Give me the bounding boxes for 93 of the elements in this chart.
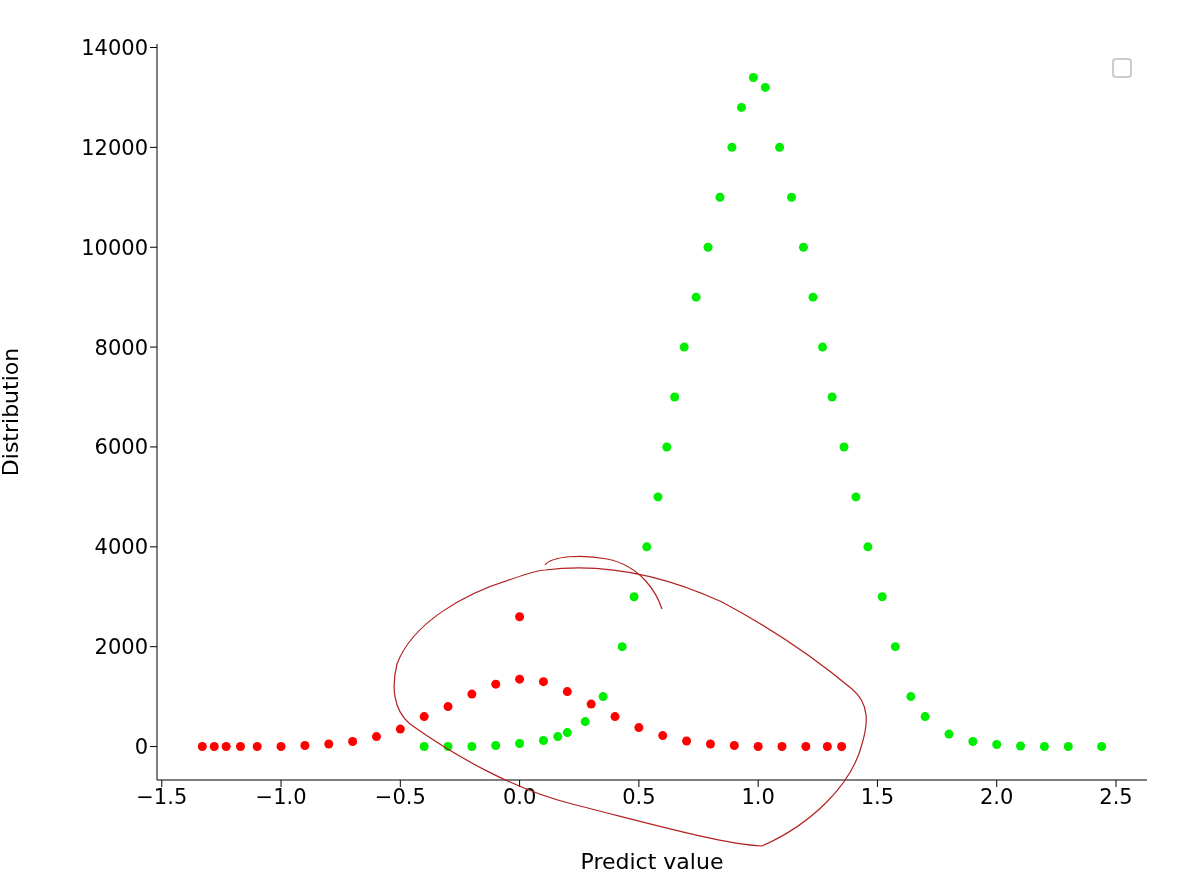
point [775,142,785,152]
x-tick-label: 1.0 [741,784,775,809]
y-tick-label: 0 [134,735,148,759]
point [491,679,501,689]
point [703,242,713,252]
point [920,712,930,722]
x-tick-label: 2.5 [1099,784,1133,809]
point [662,442,672,452]
point [300,741,310,751]
point [371,732,381,742]
point [562,728,572,738]
point [634,723,644,733]
point [1063,742,1073,752]
x-tick-label: −0.5 [374,784,426,809]
point [1097,742,1107,752]
point [538,677,548,687]
point [467,689,477,699]
x-tick-label: 0.5 [622,784,656,809]
point [491,741,501,751]
point [324,739,334,749]
point [827,392,837,402]
point [890,642,900,652]
y-tick-label: 12000 [81,135,148,160]
point [642,542,652,552]
point [705,739,715,749]
point [808,292,818,302]
point [851,492,861,502]
point [944,729,954,739]
x-tick-label: −1.0 [255,784,307,809]
point [276,742,286,752]
point [553,732,563,742]
point [348,737,358,747]
point [818,342,828,352]
point [1039,742,1049,752]
y-tick-label: 8000 [94,335,148,360]
point [753,742,763,752]
point [395,724,405,734]
point [658,731,668,741]
y-tick-label: 14000 [81,35,148,60]
point [863,542,873,552]
point [801,742,811,752]
point [653,492,663,502]
point [777,742,787,752]
point [691,292,701,302]
point [629,592,639,602]
point [515,612,525,622]
point [748,72,758,82]
point [580,717,590,727]
point [837,742,847,752]
point [610,712,620,722]
x-tick-label: 0.0 [502,784,537,809]
point [252,742,262,752]
point [906,692,916,702]
point [443,702,453,712]
point [679,342,689,352]
point [822,742,832,752]
point [839,442,849,452]
point [598,692,608,702]
point [617,642,627,652]
point [798,242,808,252]
point [235,742,245,752]
x-axis-title: Predict value [580,849,724,874]
point [209,742,219,752]
point [562,687,572,697]
y-axis-title: Distribution [0,347,23,477]
point [787,192,797,202]
point [729,741,739,751]
y-tick-label: 2000 [94,635,148,660]
x-tick-label: −1.5 [136,784,188,809]
point [877,592,887,602]
point [515,674,525,684]
point [715,192,725,202]
point [968,737,978,747]
y-tick-label: 4000 [94,535,148,560]
point [727,142,737,152]
point [586,699,596,709]
y-tick-label: 6000 [94,435,148,460]
point [760,82,770,92]
point [992,740,1002,750]
point [670,392,680,402]
point [419,742,429,752]
point [736,102,746,112]
point [538,736,548,746]
point [221,742,231,752]
point [419,712,429,722]
x-tick-label: 2.0 [980,784,1014,809]
point [197,742,207,752]
point [1016,741,1026,751]
y-tick-label: 10000 [81,235,148,260]
point [515,739,525,749]
x-tick-label: 1.5 [860,784,895,809]
point [682,736,692,746]
point [467,742,477,752]
